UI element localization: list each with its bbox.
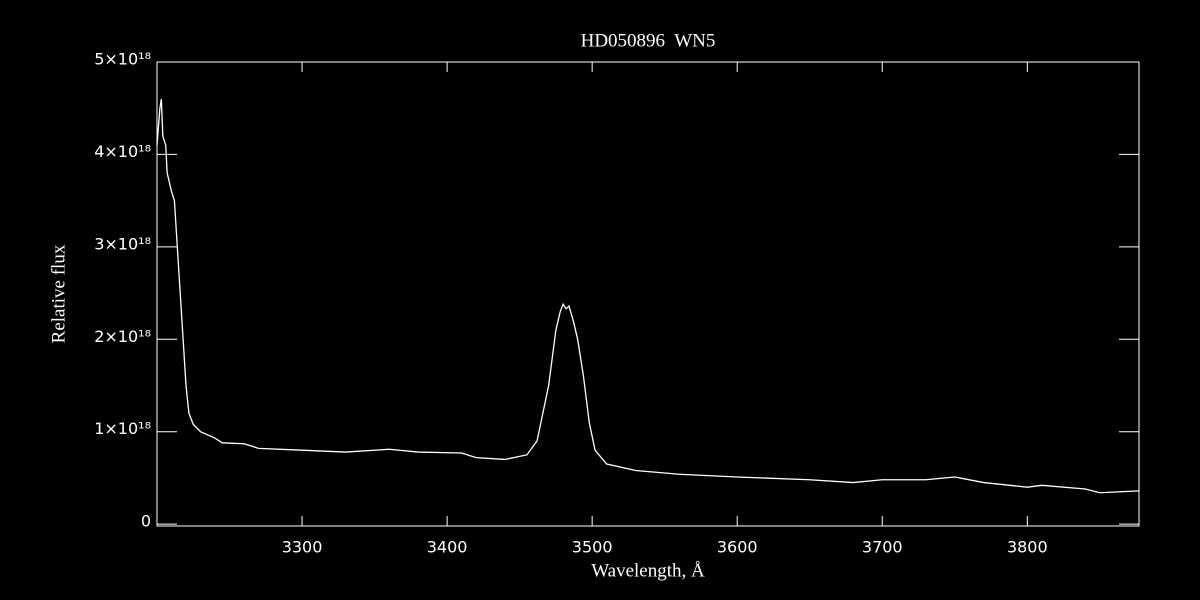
x-tick-label: 3300: [282, 538, 323, 557]
spectrum-line: [156, 98, 1140, 494]
x-tick-label: 3800: [1007, 538, 1048, 557]
x-axis-label: Wavelength, Å: [591, 560, 705, 581]
y-tick-label: 3×10¹⁸: [94, 234, 151, 253]
y-tick-label: 2×10¹⁸: [94, 327, 151, 346]
y-tick-label: 0: [141, 512, 151, 531]
chart-title: HD050896 WN5: [581, 30, 716, 51]
x-tick-label: 3400: [427, 538, 468, 557]
y-axis-label: Relative flux: [48, 244, 69, 343]
x-tick-label: 3700: [862, 538, 903, 557]
x-tick-label: 3600: [717, 538, 758, 557]
x-tick-label: 3500: [572, 538, 613, 557]
plot-frame: [156, 61, 1140, 527]
y-tick-label: 1×10¹⁸: [94, 419, 151, 438]
y-tick-label: 4×10¹⁸: [94, 142, 151, 161]
y-tick-label: 5×10¹⁸: [94, 50, 151, 69]
